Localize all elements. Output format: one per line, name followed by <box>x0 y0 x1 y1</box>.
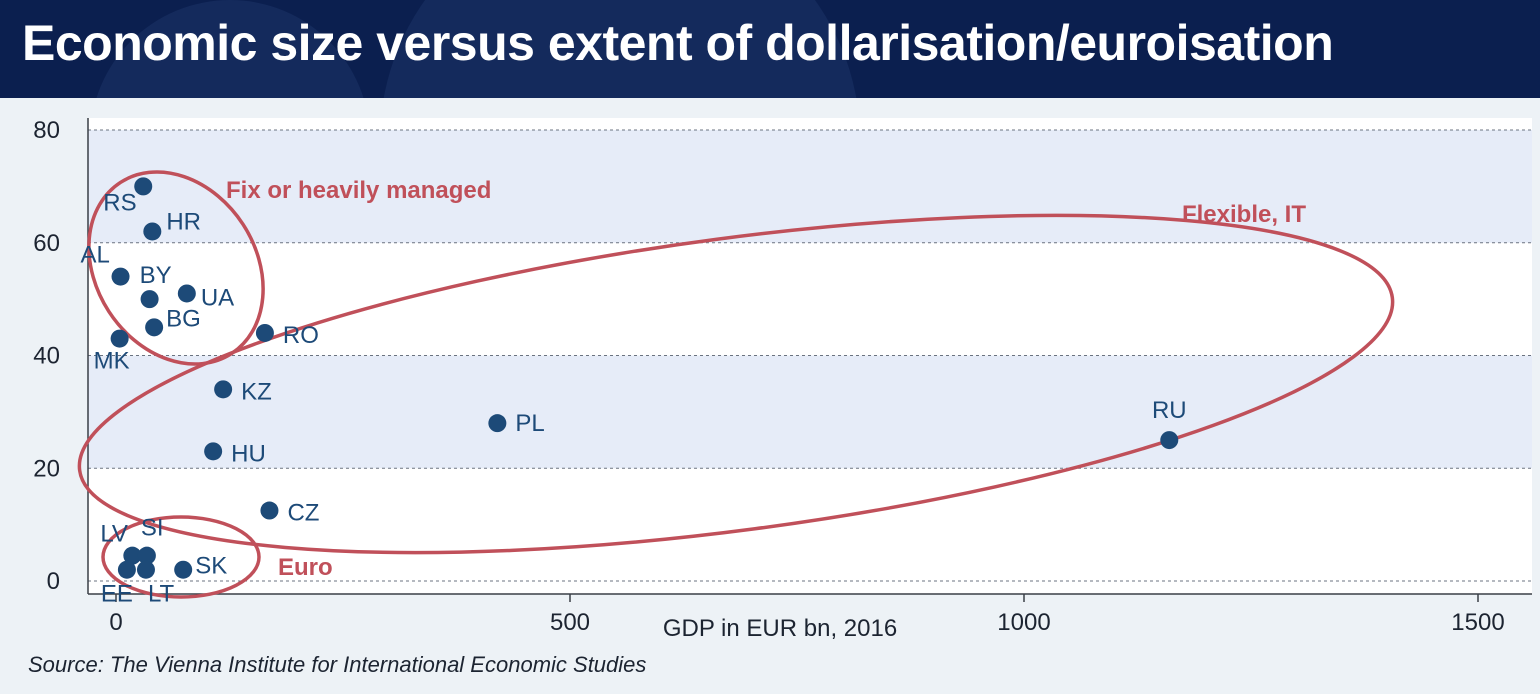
group-outline <box>77 213 1395 555</box>
page-title: Economic size versus extent of dollarisa… <box>22 15 1334 71</box>
point-label-al: AL <box>81 242 110 269</box>
x-tick-label: 1000 <box>997 609 1050 636</box>
group-label: Euro <box>278 554 333 581</box>
data-point-cz <box>260 501 279 520</box>
x-axis-label: GDP in EUR bn, 2016 <box>663 615 897 642</box>
point-label-cz: CZ <box>287 500 319 527</box>
y-tick-label: 80 <box>33 117 60 144</box>
point-label-si: SI <box>141 515 164 542</box>
group-outline <box>101 515 261 599</box>
x-tick-label: 500 <box>550 609 590 636</box>
point-label-kz: KZ <box>241 378 272 405</box>
data-point-kz <box>214 380 233 399</box>
y-tick-label: 40 <box>33 343 60 370</box>
band-top <box>88 118 1532 130</box>
data-point-bg <box>145 318 164 337</box>
point-label-lv: LV <box>100 521 128 548</box>
data-point-by <box>140 290 159 309</box>
point-label-lt: LT <box>148 581 175 608</box>
data-point-hu <box>204 442 223 461</box>
header-bar: Economic size versus extent of dollarisa… <box>0 0 1540 98</box>
band <box>88 130 1532 243</box>
source-note: Source: The Vienna Institute for Interna… <box>28 652 647 677</box>
data-point-ru <box>1160 431 1179 450</box>
point-label-bg: BG <box>166 305 201 332</box>
data-point-lt <box>136 560 155 579</box>
point-label-ru: RU <box>1152 397 1187 424</box>
data-point-pl <box>488 414 507 433</box>
data-point-ro <box>255 323 274 342</box>
data-point-sk <box>174 560 193 579</box>
y-tick-label: 0 <box>47 568 60 595</box>
data-point-mk <box>110 329 129 348</box>
data-point-ee <box>117 560 136 579</box>
tick-labels: 0 20 40 60 80 0 500 1000 1500 <box>33 117 1504 636</box>
point-label-ee: EE <box>101 581 133 608</box>
group-outlines: Fix or heavily managed Flexible, IT Euro <box>77 170 1395 599</box>
point-label-pl: PL <box>515 410 544 437</box>
point-label-ua: UA <box>201 284 234 311</box>
data-point-hr <box>143 222 162 241</box>
group-label: Fix or heavily managed <box>226 177 491 204</box>
point-label-sk: SK <box>195 553 227 580</box>
y-tick-label: 20 <box>33 455 60 482</box>
point-label-ro: RO <box>283 322 319 349</box>
data-point-si <box>137 546 156 565</box>
x-tick-label: 1500 <box>1451 609 1504 636</box>
header-watermark <box>96 0 857 98</box>
y-tick-label: 60 <box>33 230 60 257</box>
axes <box>87 118 1532 602</box>
data-point-rs <box>134 177 153 196</box>
x-tick-label: 0 <box>109 609 122 636</box>
gridlines <box>88 129 1532 582</box>
point-label-rs: RS <box>103 189 136 216</box>
data-point-lv <box>123 546 142 565</box>
point-label-hr: HR <box>166 208 201 235</box>
group-label: Flexible, IT <box>1182 201 1306 228</box>
point-label-by: BY <box>140 262 172 289</box>
point-label-hu: HU <box>231 440 266 467</box>
data-point-ua <box>177 284 196 303</box>
point-label-mk: MK <box>94 348 130 375</box>
band <box>88 355 1532 469</box>
data-point-al <box>111 267 130 286</box>
